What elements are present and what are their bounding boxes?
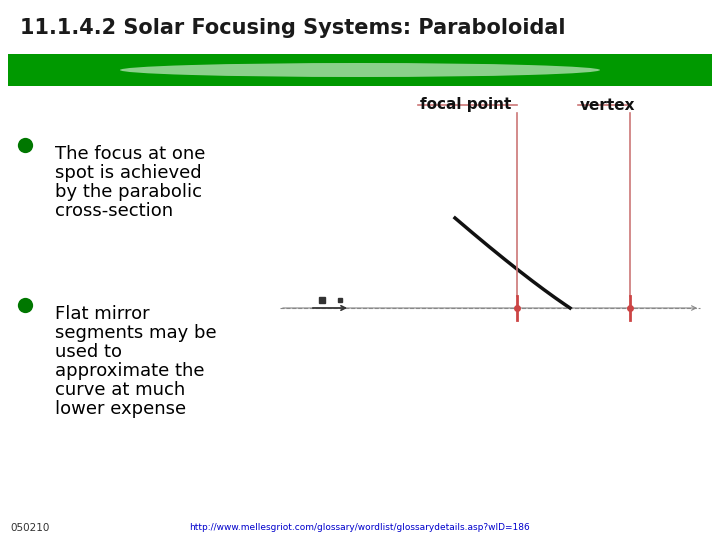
Text: segments may be: segments may be xyxy=(55,324,217,342)
Text: focal point: focal point xyxy=(420,98,511,112)
Text: 11.1.4.2 Solar Focusing Systems: Paraboloidal: 11.1.4.2 Solar Focusing Systems: Parabol… xyxy=(20,18,565,38)
Text: cross-section: cross-section xyxy=(55,202,173,220)
Text: used to: used to xyxy=(55,343,122,361)
Bar xyxy=(8,54,712,86)
Text: Flat mirror: Flat mirror xyxy=(55,305,150,323)
Text: spot is achieved: spot is achieved xyxy=(55,164,202,182)
Text: by the parabolic: by the parabolic xyxy=(55,183,202,201)
Text: vertex: vertex xyxy=(580,98,636,112)
Ellipse shape xyxy=(120,63,600,77)
Text: http://www.mellesgriot.com/glossary/wordlist/glossarydetails.asp?wID=186: http://www.mellesgriot.com/glossary/word… xyxy=(189,523,531,532)
Text: lower expense: lower expense xyxy=(55,400,186,418)
Text: approximate the: approximate the xyxy=(55,362,204,380)
Text: curve at much: curve at much xyxy=(55,381,185,399)
Text: The focus at one: The focus at one xyxy=(55,145,205,163)
Text: 050210: 050210 xyxy=(10,523,50,533)
